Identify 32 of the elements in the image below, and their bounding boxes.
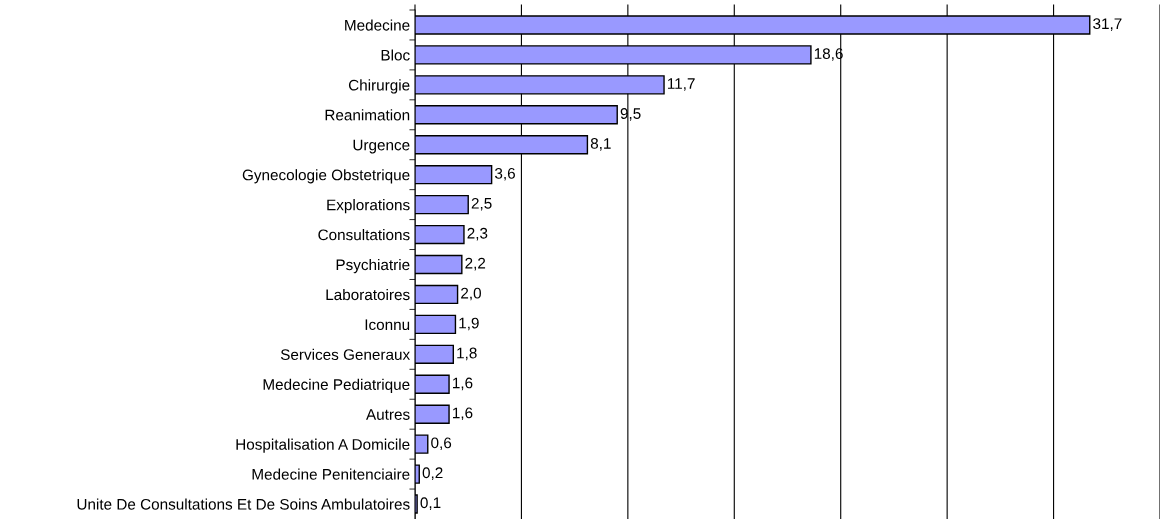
y-tick-label: Services Generaux [280, 348, 410, 361]
data-label: 1,6 [453, 407, 473, 421]
y-tick-label: Explorations [327, 199, 410, 214]
y-tick-label: Medecine Pediatrique [263, 378, 410, 393]
y-tick-label: Hospitalisation A Domicile [236, 438, 410, 453]
y-tick-label: Reanimation [325, 109, 410, 121]
data-label: 0,6 [431, 437, 452, 451]
y-tick-label: Consultations [318, 229, 410, 241]
data-label: 1,8 [457, 347, 477, 361]
data-label: 1,6 [453, 377, 473, 391]
data-label: 2,2 [465, 257, 486, 271]
data-label: 1,9 [459, 317, 479, 331]
data-label: 2,5 [471, 197, 492, 211]
y-tick-label: Chirurgie [348, 79, 410, 94]
data-label: 3,6 [494, 167, 515, 181]
data-label: 2,0 [461, 287, 481, 301]
y-tick-label: Autres [366, 409, 410, 420]
y-tick-label: Medecine [345, 19, 410, 31]
y-tick-label: Urgence [353, 139, 410, 154]
data-label: 2,3 [467, 227, 488, 241]
data-label: 8,1 [590, 138, 611, 151]
data-label: 0,1 [420, 497, 441, 510]
y-tick-label: Bloc [381, 49, 410, 61]
data-label: 0,2 [422, 467, 443, 480]
y-tick-label: Iconnu [365, 319, 410, 331]
y-tick-label: Laboratoires [326, 288, 410, 301]
y-tick-label: Unite De Consultations Et De Soins Ambulatoires [77, 498, 410, 510]
y-tick-label: Medecine Penitenciaire [252, 468, 410, 480]
y-tick-label: Psychiatrie [336, 258, 410, 274]
y-tick-label: Gynecologie Obstetrique [242, 169, 410, 184]
data-label: 11,7 [667, 78, 695, 91]
data-label: 31,7 [1093, 18, 1122, 31]
